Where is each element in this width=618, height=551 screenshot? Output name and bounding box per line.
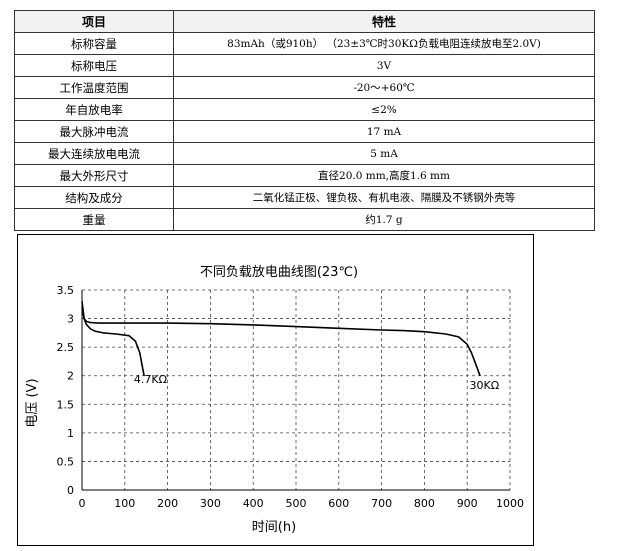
row-value: 直径20.0 mm,高度1.6 mm — [173, 164, 595, 187]
y-tick-label: 3.5 — [57, 284, 75, 297]
axis-layer — [81, 290, 510, 491]
table-header-row: 项目 特性 — [14, 10, 595, 33]
table-row: 最大外形尺寸 直径20.0 mm,高度1.6 mm — [14, 164, 595, 187]
row-item: 年自放电率 — [14, 98, 174, 121]
y-tick-label: 1 — [67, 427, 74, 440]
x-tick-label: 900 — [457, 497, 478, 510]
row-item: 重量 — [14, 208, 174, 231]
row-value: 约1.7 g — [173, 208, 595, 231]
grid-layer — [82, 289, 511, 490]
x-tick-label: 600 — [328, 497, 349, 510]
y-tick-label: 0 — [67, 484, 74, 497]
y-axis-label: 电压 (V) — [25, 378, 40, 427]
row-value: 83mAh（或910h） （23±3℃时30KΩ负载电阻连续放电至2.0V) — [173, 32, 595, 55]
chart-canvas: 0 100 200 300 400 500 600 700 800 900 1000 0 0.5 1 1.5… — [25, 265, 525, 535]
x-tick-label: 200 — [157, 497, 178, 510]
x-tick-label: 400 — [243, 497, 264, 510]
table-row: 重量 约1.7 g — [14, 208, 595, 231]
table-row: 最大脉冲电流 17 mA — [14, 120, 595, 143]
table-row: 工作温度范围 -20～+60℃ — [14, 76, 595, 99]
series-annotation: 30KΩ — [470, 379, 500, 392]
x-tick-label: 100 — [114, 497, 135, 510]
row-value: 17 mA — [173, 120, 595, 143]
row-value: ≤2% — [173, 98, 595, 121]
row-item: 结构及成分 — [14, 186, 174, 209]
y-tick-label: 2.5 — [57, 341, 75, 354]
series-line — [81, 306, 481, 376]
series-layer — [81, 301, 481, 376]
x-tick-label: 300 — [200, 497, 221, 510]
series-annotation: 4.7KΩ — [134, 373, 167, 386]
y-tick-label: 3 — [67, 313, 74, 326]
table-row: 最大连续放电电流 5 mA — [14, 142, 595, 165]
row-value: 二氧化锰正极、锂负极、有机电液、隔膜及不锈钢外壳等 — [173, 186, 595, 209]
y-tick-label: 1.5 — [57, 398, 75, 411]
x-tick-label: 800 — [414, 497, 435, 510]
row-value: 3V — [173, 54, 595, 77]
table-row: 年自放电率 ≤2% — [14, 98, 595, 121]
x-tick-label: 700 — [371, 497, 392, 510]
discharge-chart: 0 100 200 300 400 500 600 700 800 900 1000 0 0.5 1 1.5… — [17, 234, 534, 546]
row-item: 最大脉冲电流 — [14, 120, 174, 143]
x-tick-label: 0 — [79, 497, 86, 510]
row-value: 5 mA — [173, 142, 595, 165]
spec-table: 项目 特性 标称容量 83mAh（或910h） （23±3℃时30KΩ负载电阻连续… — [14, 10, 595, 231]
header-item: 项目 — [14, 10, 174, 33]
row-item: 标称电压 — [14, 54, 174, 77]
row-item: 最大外形尺寸 — [14, 164, 174, 187]
series-line — [81, 301, 145, 376]
x-tick-label: 500 — [286, 497, 307, 510]
row-item: 工作温度范围 — [14, 76, 174, 99]
label-layer: 0 100 200 300 400 500 600 700 800 900 1000 0 0.5 1 1.5… — [57, 284, 525, 510]
row-value: -20～+60℃ — [173, 76, 595, 99]
row-item: 最大连续放电电流 — [14, 142, 174, 165]
chart-title: 不同负载放电曲线图(23℃) — [200, 265, 358, 280]
table-row: 标称电压 3V — [14, 54, 595, 77]
header-value: 特性 — [173, 10, 595, 33]
table-row: 标称容量 83mAh（或910h） （23±3℃时30KΩ负载电阻连续放电至2.0… — [14, 32, 595, 55]
y-tick-label: 0.5 — [57, 455, 75, 468]
y-tick-label: 2 — [67, 370, 74, 383]
x-tick-label: 1000 — [496, 497, 524, 510]
table-row: 结构及成分 二氧化锰正极、锂负极、有机电液、隔膜及不锈钢外壳等 — [14, 186, 595, 209]
x-axis-label: 时间(h) — [252, 520, 296, 535]
row-item: 标称容量 — [14, 32, 174, 55]
